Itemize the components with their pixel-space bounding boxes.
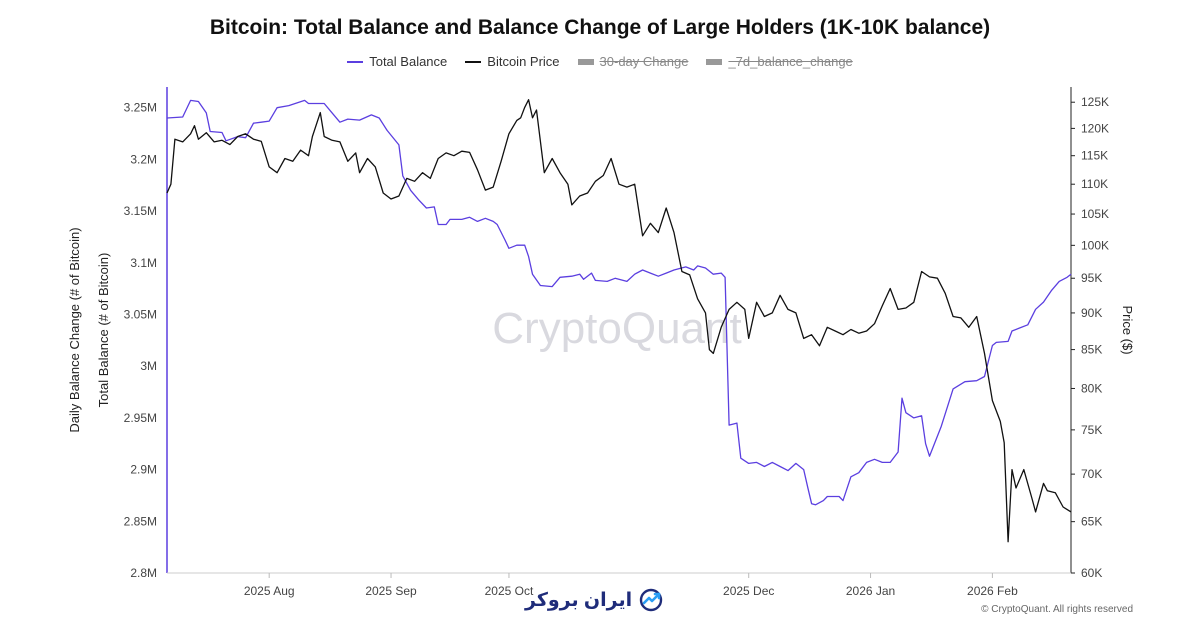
left-tick-label: 2.8M (130, 566, 157, 580)
left-tick-label: 2.85M (124, 514, 157, 528)
legend-label-7d-balance-change: _7d_balance_change (728, 54, 853, 69)
legend-swatch-total-balance (347, 60, 364, 63)
left-tick-label: 2.9M (130, 463, 157, 477)
legend: Total Balance Bitcoin Price 30-day Chang… (0, 54, 1200, 69)
chart-title: Bitcoin: Total Balance and Balance Chang… (209, 16, 991, 39)
legend-item-7d-balance-change[interactable]: _7d_balance_change (706, 54, 853, 69)
left-axis-title-outer: Daily Balance Change (# of Bitcoin) (67, 227, 82, 432)
legend-swatch-bitcoin-price (465, 60, 482, 63)
left-tick-label: 3.25M (124, 101, 157, 115)
legend-item-bitcoin-price[interactable]: Bitcoin Price (465, 54, 560, 69)
legend-swatch-7d-balance-change (706, 58, 723, 65)
left-axis-ticks: 3.25M 3.2M 3.15M 3.1M 3.05M 3M 2.95M 2.9M 2.85M 2… (124, 101, 157, 580)
broker-logo-text: ایران بروکر (525, 589, 633, 611)
right-axis-ticks: 125K 120K 115K 110K 105K 100K 95K 90K 85K 80K 75K 7… (1071, 95, 1109, 580)
right-tick-label: 85K (1081, 343, 1102, 357)
left-tick-label: 3.15M (124, 204, 157, 218)
trend-up-icon (639, 588, 663, 612)
left-tick-label: 2.95M (124, 411, 157, 425)
legend-label-30-day-change: 30-day Change (599, 54, 689, 69)
legend-label-total-balance: Total Balance (369, 54, 448, 69)
right-tick-label: 100K (1081, 238, 1109, 252)
left-tick-label: 3M (140, 359, 157, 373)
right-tick-label: 105K (1081, 207, 1109, 221)
right-tick-label: 115K (1081, 149, 1108, 163)
legend-swatch-30-day-change (577, 58, 594, 65)
right-axis-title: Price ($) (1120, 305, 1135, 354)
x-tick-label: 2025 Dec (723, 584, 774, 598)
broker-logo: ایران بروکر (525, 588, 666, 612)
right-tick-label: 65K (1081, 515, 1102, 529)
left-tick-label: 3.2M (130, 152, 157, 166)
x-tick-label: 2025 Aug (244, 584, 295, 598)
watermark: CryptoQuant (492, 304, 741, 353)
left-tick-label: 3.05M (124, 307, 157, 321)
x-tick-label: 2025 Oct (485, 584, 534, 598)
legend-item-30-day-change[interactable]: 30-day Change (577, 54, 689, 69)
legend-item-total-balance[interactable]: Total Balance (347, 54, 447, 69)
x-axis-ticks: 2025 Aug 2025 Sep 2025 Oct 2025 Dec 2026 Jan… (244, 573, 1018, 598)
copyright-notice: © CryptoQuant. All rights reserved (981, 604, 1133, 615)
right-tick-label: 60K (1081, 566, 1102, 580)
x-tick-label: 2026 Feb (967, 584, 1018, 598)
right-tick-label: 80K (1081, 381, 1102, 395)
left-tick-label: 3.1M (130, 256, 157, 270)
legend-label-bitcoin-price: Bitcoin Price (487, 54, 560, 69)
x-tick-label: 2026 Jan (846, 584, 895, 598)
series-layer (166, 99, 1072, 543)
left-axis-title-inner: Total Balance (# of Bitcoin) (96, 253, 111, 408)
right-tick-label: 90K (1081, 306, 1102, 320)
right-tick-label: 70K (1081, 467, 1102, 481)
right-tick-label: 125K (1081, 95, 1109, 109)
right-tick-label: 110K (1081, 177, 1108, 191)
right-tick-label: 120K (1081, 121, 1109, 135)
right-tick-label: 95K (1081, 271, 1102, 285)
x-tick-label: 2025 Sep (365, 584, 417, 598)
series-line-total-balance (166, 99, 1072, 506)
series-line-bitcoin-price (166, 99, 1072, 543)
right-tick-label: 75K (1081, 423, 1102, 437)
